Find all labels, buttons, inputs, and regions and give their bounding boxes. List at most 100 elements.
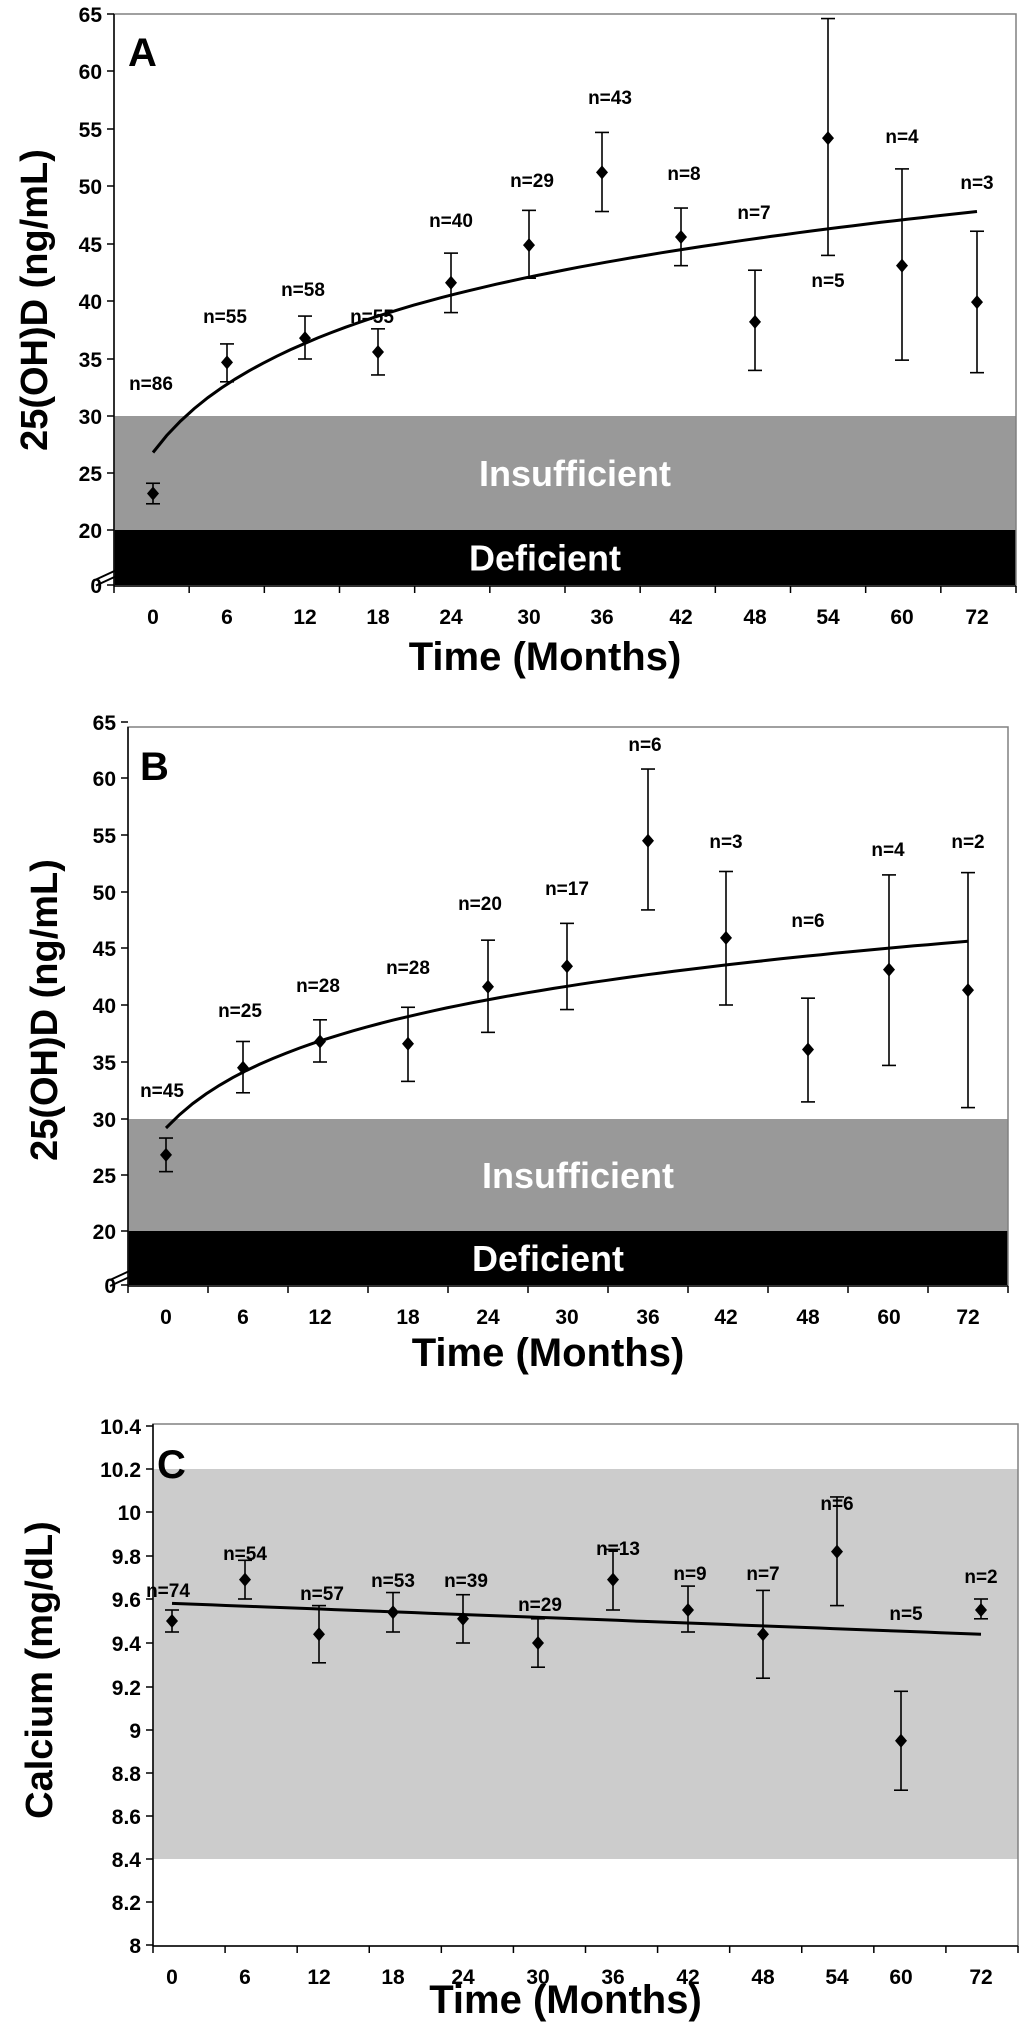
data-point [642, 833, 654, 848]
data-point [532, 1636, 544, 1650]
insufficient-label: Insufficient [479, 453, 671, 494]
y-tick-label: 9 [129, 1720, 141, 1743]
n-label: n=57 [300, 1584, 344, 1605]
panel-letter: C [157, 1443, 186, 1487]
y-tick-label: 65 [93, 712, 117, 735]
y-tick-label: 10 [118, 1502, 141, 1525]
data-point [299, 331, 311, 346]
data-point [314, 1034, 326, 1049]
x-tick-label: 36 [590, 606, 613, 629]
n-label: n=2 [951, 832, 984, 853]
data-point [445, 275, 457, 290]
y-axis-title: 25(OH)D (ng/mL) [24, 859, 66, 1161]
n-label: n=74 [146, 1581, 190, 1602]
y-tick-label: 25 [79, 463, 103, 486]
n-label: n=20 [458, 894, 502, 915]
y-tick-label: 10.2 [100, 1459, 141, 1482]
x-tick-label: 48 [751, 1966, 775, 1989]
data-point [720, 930, 732, 945]
deficient-label: Deficient [469, 538, 621, 579]
y-tick-label: 20 [93, 1221, 116, 1244]
n-label: n=3 [960, 173, 993, 194]
panel-a: InsufficientDeficient0202530354045505560… [14, 4, 1017, 679]
normal-range-band [153, 1469, 1018, 1859]
data-point [895, 1733, 907, 1748]
insufficient-label: Insufficient [482, 1155, 674, 1196]
x-tick-label: 18 [366, 606, 390, 629]
data-point [749, 314, 761, 329]
x-tick-label: 54 [825, 1966, 849, 1989]
x-tick-label: 0 [160, 1306, 172, 1329]
panel-letter: A [128, 31, 157, 75]
x-axis-title: Time (Months) [412, 1331, 685, 1375]
data-point [523, 238, 535, 253]
insufficient-band [128, 1119, 1008, 1231]
x-tick-label: 24 [476, 1306, 500, 1329]
n-label: n=2 [964, 1567, 997, 1588]
data-point [607, 1572, 619, 1587]
x-axis-title: Time (Months) [409, 635, 682, 679]
axis-break-mark [109, 1267, 137, 1281]
deficient-band [128, 1231, 1008, 1285]
n-label: n=55 [350, 307, 394, 328]
n-label: n=9 [673, 1564, 706, 1585]
data-point [313, 1627, 325, 1642]
x-tick-label: 42 [676, 1966, 699, 1989]
data-point [221, 355, 233, 370]
n-label: n=25 [218, 1001, 262, 1022]
y-tick-label: 8.8 [112, 1763, 142, 1786]
x-tick-label: 24 [439, 606, 463, 629]
deficient-band [114, 530, 1016, 585]
x-tick-label: 18 [396, 1306, 420, 1329]
data-point [822, 131, 834, 146]
data-point [802, 1042, 814, 1057]
n-label: n=4 [885, 127, 919, 148]
data-point [402, 1036, 414, 1051]
x-tick-label: 6 [239, 1966, 251, 1989]
y-axis-title: 25(OH)D (ng/mL) [14, 149, 56, 451]
y-tick-label: 55 [79, 119, 103, 142]
n-label: n=39 [444, 1571, 488, 1592]
n-label: n=86 [129, 374, 173, 395]
y-tick-label: 25 [93, 1165, 117, 1188]
data-point [457, 1611, 469, 1626]
x-tick-label: 6 [221, 606, 233, 629]
x-tick-label: 54 [816, 606, 840, 629]
y-tick-label: 50 [93, 882, 116, 905]
x-tick-label: 30 [555, 1306, 578, 1329]
x-tick-label: 42 [669, 606, 692, 629]
y-tick-label: 8.6 [112, 1806, 141, 1829]
x-tick-label: 0 [147, 606, 159, 629]
data-point [675, 230, 687, 245]
data-point [971, 295, 983, 310]
n-label: n=5 [889, 1604, 923, 1625]
x-tick-label: 36 [636, 1306, 659, 1329]
n-label: n=29 [518, 1595, 562, 1616]
y-tick-label: 9.6 [112, 1589, 141, 1612]
data-point [372, 345, 384, 360]
y-tick-label: 45 [93, 938, 117, 961]
trend-line [171, 1601, 982, 1636]
y-tick-label: 9.4 [112, 1633, 142, 1656]
n-label: n=13 [596, 1539, 640, 1560]
data-point [166, 1614, 178, 1628]
y-axis-title: Calcium (mg/dL) [19, 1521, 61, 1819]
y-tick-label: 35 [79, 349, 103, 372]
data-point [962, 983, 974, 998]
data-point [596, 165, 608, 180]
n-label: n=43 [588, 88, 632, 109]
x-tick-label: 18 [381, 1966, 405, 1989]
y-tick-label: 9.2 [112, 1677, 141, 1700]
y-tick-label: 0 [90, 575, 102, 598]
n-label: n=54 [223, 1544, 267, 1565]
y-tick-label: 10.4 [100, 1416, 141, 1439]
x-tick-label: 12 [307, 1966, 330, 1989]
data-point [975, 1603, 987, 1617]
y-tick-label: 30 [93, 1109, 116, 1132]
x-tick-label: 42 [714, 1306, 737, 1329]
data-point [387, 1605, 399, 1620]
y-tick-label: 30 [79, 406, 102, 429]
panel-c: 8 8.2 8.4 8.6 8.8 9 9.2 9.4 9.6 9.8 10 10.2 10.4 0 6 12… [19, 1416, 1019, 2022]
data-point [160, 1147, 172, 1162]
